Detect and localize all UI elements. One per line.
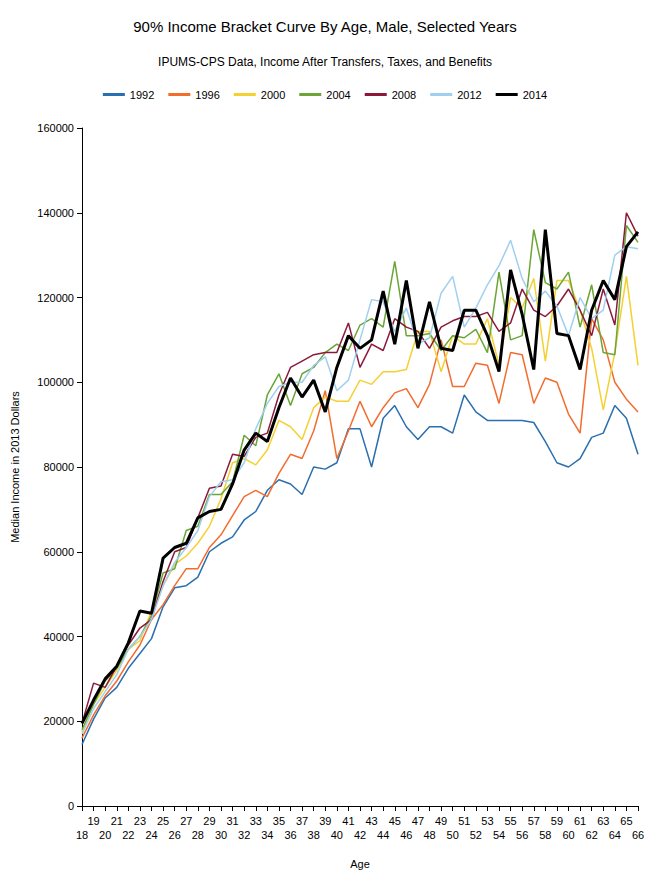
svg-text:46: 46	[400, 829, 412, 841]
svg-text:39: 39	[319, 815, 331, 827]
svg-text:35: 35	[273, 815, 285, 827]
svg-text:2014: 2014	[523, 89, 547, 101]
svg-text:34: 34	[261, 829, 273, 841]
svg-text:28: 28	[192, 829, 204, 841]
svg-text:36: 36	[284, 829, 296, 841]
svg-text:1992: 1992	[130, 89, 154, 101]
svg-text:38: 38	[308, 829, 320, 841]
svg-text:62: 62	[586, 829, 598, 841]
svg-text:23: 23	[134, 815, 146, 827]
svg-text:40000: 40000	[43, 631, 74, 643]
svg-text:63: 63	[597, 815, 609, 827]
svg-text:24: 24	[145, 829, 157, 841]
svg-text:50: 50	[447, 829, 459, 841]
svg-text:19: 19	[87, 815, 99, 827]
svg-text:27: 27	[180, 815, 192, 827]
svg-text:49: 49	[435, 815, 447, 827]
svg-text:53: 53	[481, 815, 493, 827]
svg-text:32: 32	[238, 829, 250, 841]
svg-text:59: 59	[551, 815, 563, 827]
svg-text:20: 20	[99, 829, 111, 841]
svg-text:100000: 100000	[37, 376, 74, 388]
svg-text:30: 30	[215, 829, 227, 841]
svg-text:29: 29	[203, 815, 215, 827]
svg-text:61: 61	[574, 815, 586, 827]
svg-text:0: 0	[68, 800, 74, 812]
svg-text:IPUMS-CPS Data, Income After T: IPUMS-CPS Data, Income After Transfers, …	[158, 55, 492, 69]
svg-text:160000: 160000	[37, 122, 74, 134]
svg-text:54: 54	[493, 829, 505, 841]
svg-text:80000: 80000	[43, 461, 74, 473]
svg-text:60000: 60000	[43, 546, 74, 558]
svg-text:140000: 140000	[37, 207, 74, 219]
svg-text:44: 44	[377, 829, 389, 841]
svg-text:66: 66	[632, 829, 644, 841]
svg-text:1996: 1996	[195, 89, 219, 101]
svg-text:25: 25	[157, 815, 169, 827]
svg-text:51: 51	[458, 815, 470, 827]
svg-text:120000: 120000	[37, 292, 74, 304]
svg-text:42: 42	[354, 829, 366, 841]
svg-text:20000: 20000	[43, 715, 74, 727]
svg-text:90% Income Bracket Curve By Ag: 90% Income Bracket Curve By Age, Male, S…	[133, 18, 517, 35]
svg-text:57: 57	[528, 815, 540, 827]
svg-text:56: 56	[516, 829, 528, 841]
svg-text:33: 33	[250, 815, 262, 827]
svg-text:65: 65	[620, 815, 632, 827]
svg-text:2004: 2004	[326, 89, 350, 101]
svg-text:18: 18	[76, 829, 88, 841]
svg-text:45: 45	[389, 815, 401, 827]
svg-text:48: 48	[423, 829, 435, 841]
svg-text:41: 41	[342, 815, 354, 827]
svg-text:47: 47	[412, 815, 424, 827]
svg-text:64: 64	[609, 829, 621, 841]
svg-text:58: 58	[539, 829, 551, 841]
svg-text:43: 43	[365, 815, 377, 827]
svg-text:40: 40	[331, 829, 343, 841]
svg-text:22: 22	[122, 829, 134, 841]
svg-text:2000: 2000	[261, 89, 285, 101]
svg-text:2008: 2008	[392, 89, 416, 101]
svg-text:55: 55	[504, 815, 516, 827]
svg-text:26: 26	[169, 829, 181, 841]
svg-text:2012: 2012	[457, 89, 481, 101]
svg-text:Median Income in 2013 Dollars: Median Income in 2013 Dollars	[9, 391, 21, 543]
svg-text:21: 21	[111, 815, 123, 827]
svg-text:52: 52	[470, 829, 482, 841]
svg-text:37: 37	[296, 815, 308, 827]
svg-text:Age: Age	[350, 858, 370, 870]
svg-text:60: 60	[562, 829, 574, 841]
svg-text:31: 31	[226, 815, 238, 827]
